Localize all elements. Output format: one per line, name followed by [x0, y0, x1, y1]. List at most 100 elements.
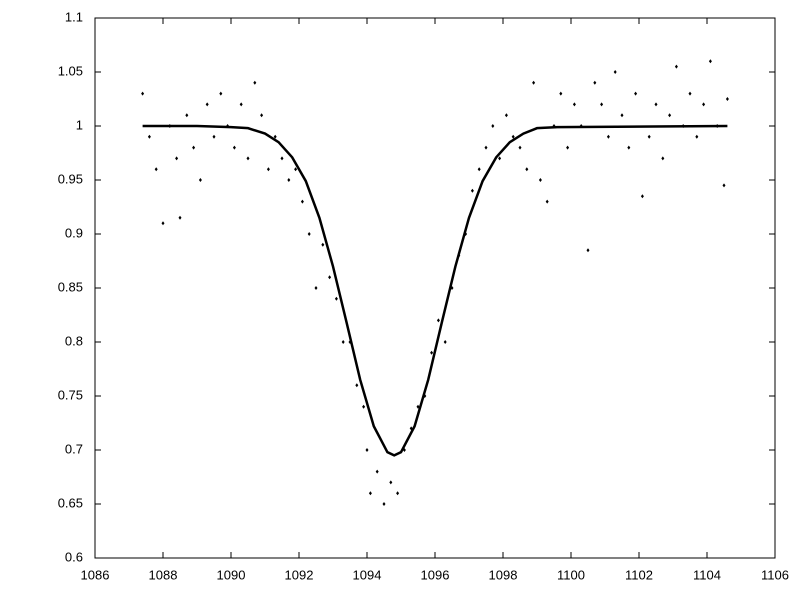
x-tick-label: 1094 — [353, 567, 382, 582]
x-tick-label: 1100 — [557, 567, 585, 582]
data-point — [647, 134, 651, 139]
data-point — [161, 221, 165, 226]
x-tick-label: 1090 — [217, 567, 246, 582]
data-point — [586, 248, 590, 253]
data-point — [355, 383, 359, 388]
data-point — [239, 102, 243, 107]
x-tick-label: 1104 — [693, 567, 721, 582]
data-point — [559, 91, 563, 96]
data-point — [504, 113, 508, 118]
data-point — [141, 91, 145, 96]
y-tick-label: 0.85 — [58, 279, 83, 294]
data-point — [175, 156, 179, 161]
plot-frame — [94, 17, 776, 559]
data-point — [668, 113, 672, 118]
data-point — [600, 102, 604, 107]
data-point — [566, 145, 570, 150]
data-point — [627, 145, 631, 150]
data-point — [185, 113, 189, 118]
data-point — [518, 145, 522, 150]
data-point — [525, 167, 529, 172]
x-tick-label: 1098 — [489, 567, 518, 582]
data-point — [246, 156, 250, 161]
data-point — [212, 134, 216, 139]
data-point — [491, 124, 495, 128]
data-point — [443, 340, 447, 344]
data-point — [613, 70, 617, 74]
y-tick-label: 0.65 — [58, 495, 83, 510]
data-point — [219, 91, 223, 96]
data-point — [708, 59, 712, 64]
data-point — [661, 156, 665, 161]
y-tick-label: 1.05 — [58, 63, 83, 78]
data-point — [205, 102, 209, 107]
x-tick-label: 1106 — [761, 567, 789, 582]
data-point — [620, 113, 624, 118]
data-point — [572, 102, 576, 107]
x-tick-label: 1096 — [421, 567, 450, 582]
data-point — [178, 215, 182, 220]
data-point — [688, 91, 692, 96]
data-point — [287, 178, 291, 182]
data-point — [321, 242, 325, 247]
data-point — [511, 134, 515, 139]
data-point — [314, 286, 318, 290]
data-point — [280, 156, 284, 161]
y-tick-label: 0.75 — [58, 387, 83, 402]
data-point — [702, 102, 706, 107]
data-point — [368, 491, 372, 496]
data-point — [273, 134, 277, 139]
data-point — [545, 199, 549, 204]
data-point — [470, 188, 474, 193]
data-point — [725, 97, 729, 101]
data-point — [300, 199, 304, 204]
x-tick-label: 1102 — [625, 567, 653, 582]
data-point — [294, 167, 298, 172]
data-point — [695, 134, 699, 139]
data-point — [477, 167, 481, 172]
data-point — [606, 134, 610, 139]
data-point — [260, 113, 264, 118]
data-point — [532, 80, 536, 85]
data-point — [328, 275, 332, 280]
y-tick-label: 0.9 — [65, 225, 83, 240]
y-tick-label: 0.95 — [58, 171, 83, 186]
x-tick-label: 1086 — [81, 567, 110, 582]
data-point — [389, 480, 393, 485]
data-point — [640, 194, 644, 199]
y-tick-label: 1.1 — [65, 9, 83, 24]
data-point — [266, 167, 270, 172]
y-tick-label: 1 — [76, 117, 83, 132]
data-point — [484, 145, 488, 150]
data-point — [154, 167, 158, 172]
y-tick-label: 0.6 — [65, 549, 83, 564]
data-point — [334, 296, 338, 301]
fit-line — [142, 124, 728, 457]
data-point — [674, 64, 678, 69]
data-point — [232, 145, 236, 150]
data-point — [362, 404, 366, 409]
data-point — [634, 91, 638, 96]
data-point — [365, 448, 369, 452]
data-point — [253, 80, 257, 85]
x-tick-label: 1092 — [285, 567, 314, 582]
data-point — [147, 134, 151, 139]
y-tick-label: 0.7 — [65, 441, 83, 456]
data-point — [430, 350, 434, 355]
data-point — [593, 80, 597, 85]
x-tick-label: 1088 — [149, 567, 178, 582]
data-point — [722, 183, 726, 188]
data-point — [307, 232, 311, 236]
y-tick-label: 0.8 — [65, 333, 83, 348]
data-point — [192, 145, 196, 150]
data-point — [436, 318, 440, 323]
data-point — [382, 502, 386, 506]
data-point — [341, 340, 345, 344]
data-point — [498, 156, 502, 161]
data-point — [654, 102, 658, 107]
data-point — [198, 178, 202, 182]
data-point — [396, 491, 400, 496]
data-point — [538, 178, 542, 182]
data-point — [375, 469, 379, 474]
